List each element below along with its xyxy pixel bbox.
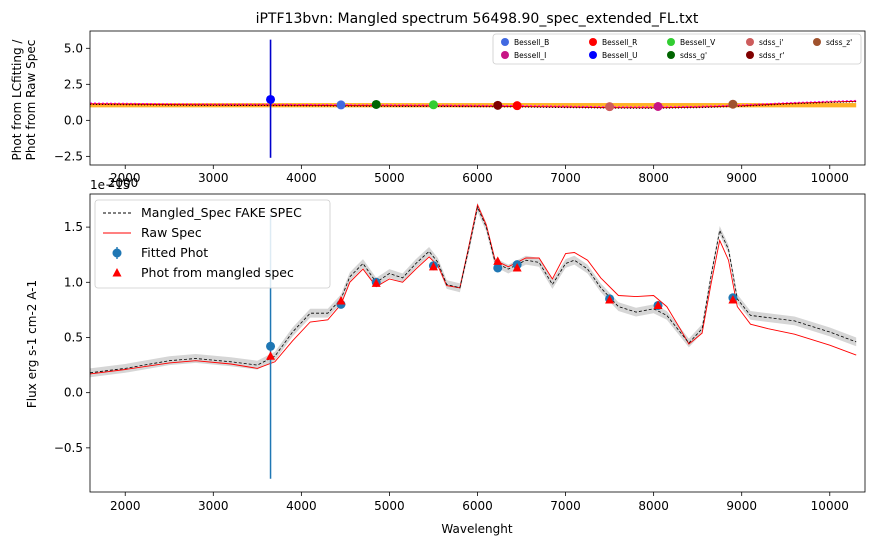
ratio-point-bessell-v [428,100,438,110]
spectrum-panel: 1e−15 2000 Flux erg s-1 cm-2 A-1 Wavelen… [25,176,866,536]
ratio-x-tick-label: 8000 [638,171,669,185]
ratio-y-tick-label: 2.5 [64,77,83,91]
phot-mangled-triangle [605,294,615,304]
ratio-y-tick-label: −2.5 [54,149,83,163]
ratio-x-tick-label: 5000 [374,171,405,185]
ratio-legend-marker [746,51,754,59]
flux-offset-label: 1e−15 [90,178,130,192]
spectrum-plot-area [90,202,857,479]
mangled-spec-uncertainty-band [90,202,857,378]
spectrum-legend-box [94,199,331,289]
ratio-legend-marker [589,38,597,46]
spectrum-x-tick-label: 8000 [638,499,669,513]
ratio-point-sdss-g- [371,99,381,109]
ratio-legend: Bessell_B Bessell_I Bessell_R Bessell_U Bess… [492,33,862,65]
ratio-legend-label: sdss_r' [759,51,784,60]
spectrum-x-tick-label: 9000 [726,499,757,513]
spectrum-legend: Mangled_Spec FAKE SPEC Raw Spec Fitted Pho… [94,199,331,289]
spectrum-legend-label: Fitted Phot [141,245,208,260]
ratio-legend-marker [813,38,821,46]
ratio-x-tick-label: 7000 [550,171,581,185]
spectrum-x-tick-label: 5000 [374,499,405,513]
phot-mangled-triangle [266,351,276,360]
spectrum-legend-label: Mangled_Spec FAKE SPEC [141,205,302,220]
ratio-legend-marker [667,38,675,46]
ratio-legend-marker [501,51,509,59]
ratio-y-axis-label-line-1: Phot from LCfitting / [10,39,24,161]
phot-mangled-triangle [728,294,738,304]
ratio-point-bessell-b [336,100,346,110]
fitted-phot-point [493,263,503,273]
legend-phot-mangled-marker [112,268,122,277]
ratio-uncertainty-band [90,103,857,108]
ratio-legend-label: sdss_i' [759,38,783,47]
phot-mangled-triangle [428,261,438,271]
spectrum-frame [89,193,866,493]
ratio-legend-label: Bessell_U [602,51,638,60]
spectrum-x-tick-label: 7000 [550,499,581,513]
phot-mangled-triangle [512,262,522,272]
ratio-axes: 2000 3000 4000 5000 6000 7000 8000 9000 10000 −2.… [54,41,849,185]
spectrum-legend-label: Phot from mangled spec [141,265,294,280]
spectrum-x-tick-label: 6000 [462,499,493,513]
spectrum-y-tick-label: 0.0 [64,386,83,400]
ratio-point-sdss-i- [605,102,615,112]
ratio-x-tick-label: 3000 [198,171,229,185]
ratio-x-tick-label: 9000 [726,171,757,185]
ratio-legend-marker [589,51,597,59]
ratio-fit-curve [90,100,857,109]
ratio-legend-label: sdss_g' [680,51,707,60]
raw-spec-line [90,203,857,375]
ratio-x-tick-label: 2000 [110,171,141,185]
ratio-x-tick-label: 10000 [811,171,849,185]
phot-mangled-triangle [653,300,663,309]
ratio-x-tick-label: 4000 [286,171,317,185]
ratio-fit-curve-dotted [90,101,857,109]
spectrum-y-tick-label: 0.5 [64,330,83,344]
ratio-legend-marker [667,51,675,59]
ratio-plot-area [90,39,857,158]
ratio-point-bessell-i [653,102,663,112]
ratio-legend-marker [746,38,754,46]
ratio-point-sdss-z- [728,99,738,109]
spectrum-y-tick-label: 1.5 [64,220,83,234]
ratio-legend-marker [501,38,509,46]
ratio-point-bessell-u [266,94,276,104]
spectrum-axes: 2000 3000 4000 5000 6000 7000 8000 9000 10000 −0.… [54,220,849,513]
ratio-legend-label: Bessell_I [514,51,546,60]
ratio-y-tick-label: 5.0 [64,41,83,55]
spectrum-x-tick-label: 2000 [110,499,141,513]
wavelength-x-axis-label: Wavelenght [441,522,512,536]
ratio-panel: iPTF13bvn: Mangled spectrum 56498.90_spe… [10,11,866,185]
ratio-point-sdss-r- [493,100,503,110]
ratio-frame [89,30,866,166]
spectrum-y-tick-label: −0.5 [54,441,83,455]
ratio-legend-label: Bessell_R [602,38,637,47]
ratio-legend-box [492,33,862,65]
ratio-legend-label: sdss_z' [826,38,852,47]
spectrum-x-tick-label: 3000 [198,499,229,513]
spectrum-legend-label: Raw Spec [141,225,202,240]
spectrum-y-tick-label: 1.0 [64,275,83,289]
phot-mangled-triangle [336,296,346,305]
ratio-x-tick-label: 6000 [462,171,493,185]
fitted-phot-point [266,341,276,351]
spectrum-x-tick-label: 4000 [286,499,317,513]
ratio-legend-label: Bessell_B [514,38,549,47]
overlapping-tick-label: 2000 [108,176,139,190]
ratio-point-bessell-r [512,101,522,111]
ratio-y-axis-label-line-2: Phot from Raw Spec [24,40,38,161]
ratio-legend-label: Bessell_V [680,38,716,47]
ratio-y-tick-label: 0.0 [64,113,83,127]
phot-mangled-triangle [371,278,381,287]
spectrum-x-tick-label: 10000 [811,499,849,513]
phot-mangled-triangle [493,256,503,265]
legend-fitted-phot-marker [112,248,122,258]
flux-y-axis-label: Flux erg s-1 cm-2 A-1 [25,280,39,408]
ratio-chart-title: iPTF13bvn: Mangled spectrum 56498.90_spe… [256,11,699,27]
